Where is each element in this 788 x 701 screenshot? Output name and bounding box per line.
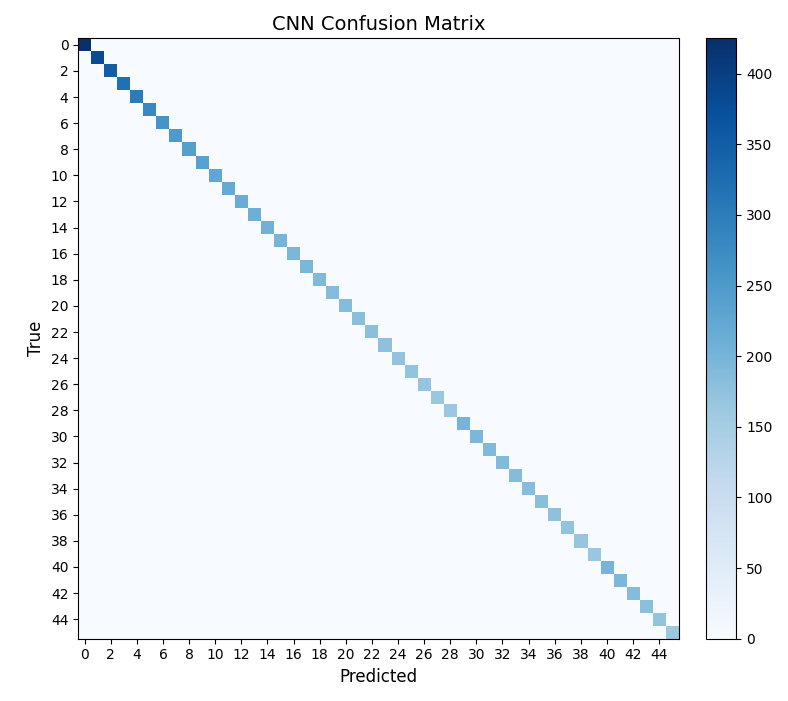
X-axis label: Predicted: Predicted: [340, 668, 418, 686]
Title: CNN Confusion Matrix: CNN Confusion Matrix: [272, 15, 485, 34]
Y-axis label: True: True: [28, 321, 45, 356]
